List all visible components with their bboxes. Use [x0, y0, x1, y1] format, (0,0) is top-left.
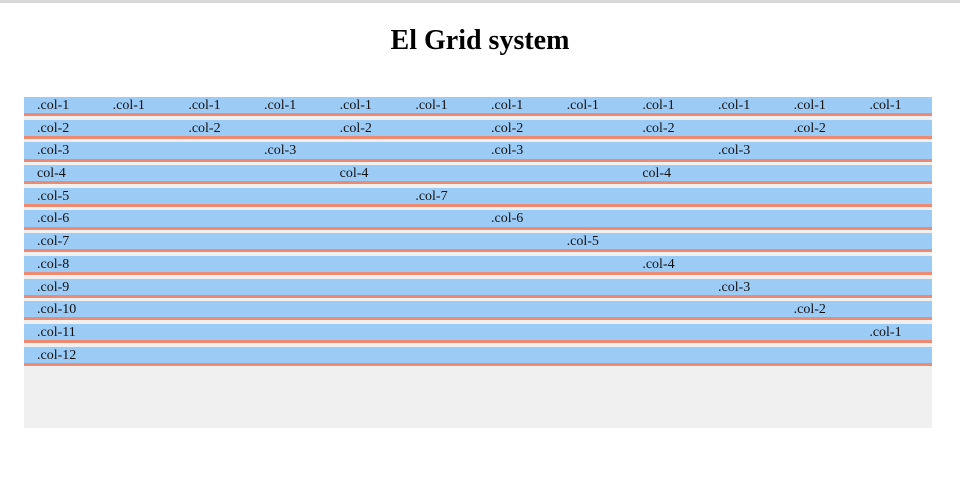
grid-row: .col-2 .col-2 .col-2 .col-2 .col-2 .col-2: [24, 119, 932, 139]
grid-row: .col-11 .col-1: [24, 323, 932, 344]
grid-cell: .col-1: [112, 98, 145, 113]
grid-cell: .col-1: [339, 98, 372, 113]
grid-cell: .col-2: [793, 120, 826, 136]
grid-cell: .col-1: [415, 98, 448, 113]
grid-cell: .col-3: [37, 143, 70, 159]
grid-row: .col-5 .col-7: [24, 187, 932, 208]
browser-top-edge: [0, 0, 960, 3]
grid-cell: .col-8: [37, 256, 70, 272]
grid-cell: .col-7: [415, 188, 448, 204]
grid-cell: .col-1: [264, 98, 297, 113]
grid-row: .col-10 .col-2: [24, 301, 932, 321]
grid-cell: .col-5: [566, 234, 599, 250]
grid-row: col-4 col-4 col-4: [24, 165, 932, 185]
grid-cell: .col-5: [37, 188, 70, 204]
grid-cell: .col-7: [37, 234, 70, 250]
grid-cell: .col-3: [264, 143, 297, 159]
grid-cell: .col-9: [37, 279, 70, 295]
grid-row: .col-3 .col-3 .col-3 .col-3: [24, 142, 932, 162]
grid-cell: .col-2: [188, 120, 221, 136]
grid-cell: col-4: [339, 166, 369, 182]
grid-cell: .col-1: [188, 98, 221, 113]
grid-cell: col-4: [37, 166, 66, 182]
grid-cell: .col-1: [566, 98, 599, 113]
grid-row: .col-8 .col-4: [24, 255, 932, 276]
grid-cell: .col-3: [718, 279, 751, 295]
grid-container: .col-1 .col-1 .col-1 .col-1 .col-1 .col-1 .col…: [24, 97, 932, 428]
grid-cell: .col-3: [491, 143, 524, 159]
grid-cell: .col-1: [869, 98, 902, 113]
grid-cell: .col-2: [37, 120, 70, 136]
grid-cell: .col-10: [37, 302, 77, 318]
grid-row: .col-9 .col-3: [24, 278, 932, 298]
grid-cell: .col-1: [642, 98, 675, 113]
grid-cell: .col-6: [37, 211, 70, 227]
grid-cell: .col-1: [491, 98, 524, 113]
grid-cell: .col-3: [718, 143, 751, 159]
grid-cell: .col-12: [37, 347, 77, 363]
grid-cell: .col-2: [642, 120, 675, 136]
page-title: El Grid system: [390, 25, 570, 56]
grid-cell: .col-2: [491, 120, 524, 136]
grid-row: .col-7 .col-5: [24, 233, 932, 253]
grid-cell: .col-1: [869, 324, 902, 340]
grid-cell: .col-1: [718, 98, 751, 113]
grid-cell: .col-2: [339, 120, 372, 136]
grid-cell: .col-1: [37, 98, 70, 113]
grid-cell: .col-6: [491, 211, 524, 227]
grid-row: .col-12: [24, 346, 932, 366]
grid-cell: .col-1: [793, 98, 826, 113]
grid-row: .col-6 .col-6: [24, 210, 932, 230]
grid-cell: .col-4: [642, 256, 675, 272]
grid-cell: .col-2: [793, 302, 826, 318]
grid-cell: col-4: [642, 166, 672, 182]
grid-cell: .col-11: [37, 324, 76, 340]
grid-row: .col-1 .col-1 .col-1 .col-1 .col-1 .col-1 .col…: [24, 97, 932, 117]
